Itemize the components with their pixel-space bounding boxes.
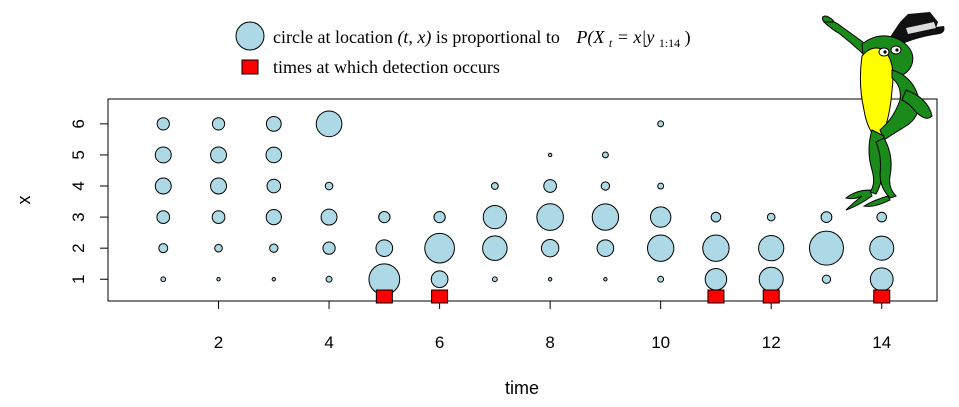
probability-bubble <box>702 234 730 262</box>
legend-circle-math-sub-range: 1:14 <box>659 36 680 50</box>
x-tick-label: 8 <box>545 333 554 352</box>
probability-bubble <box>211 210 226 224</box>
legend-circle-math-prob: P(X <box>575 27 605 48</box>
y-tick-label: 6 <box>69 119 88 128</box>
x-tick-label: 4 <box>324 333 333 352</box>
probability-bubble <box>601 151 609 159</box>
probability-bubble <box>324 181 334 191</box>
x-tick-label: 2 <box>214 333 223 352</box>
probability-bubble <box>710 211 722 223</box>
probability-bubble <box>649 206 672 228</box>
x-tick-label: 12 <box>762 333 781 352</box>
y-tick-label: 1 <box>69 275 88 284</box>
y-tick-label: 3 <box>69 212 88 221</box>
probability-bubble <box>704 267 728 291</box>
frog-illustration <box>821 12 945 211</box>
detection-marker <box>375 289 393 304</box>
probability-bubble <box>543 179 557 193</box>
x-tick-label: 14 <box>872 333 891 352</box>
probability-bubble <box>320 208 338 226</box>
y-axis-label: x <box>14 196 34 205</box>
probability-bubble <box>808 230 844 266</box>
probability-bubble <box>210 177 228 195</box>
probability-bubble <box>491 276 498 283</box>
y-tick-label: 2 <box>69 243 88 252</box>
probability-bubble <box>603 277 608 282</box>
probability-bubble <box>482 235 508 261</box>
probability-bubble <box>271 277 276 282</box>
probability-bubble <box>325 275 333 283</box>
probability-bubble <box>646 234 675 262</box>
probability-bubble <box>591 203 620 231</box>
probability-bubble <box>821 274 832 284</box>
detection-series <box>375 289 891 304</box>
plot-frame <box>107 98 938 302</box>
x-tick-label: 10 <box>651 333 670 352</box>
probability-bubble <box>322 241 336 255</box>
detection-marker <box>873 289 891 304</box>
probability-bubble <box>210 146 228 164</box>
probability-bubble <box>265 146 283 164</box>
probability-bubble <box>265 115 282 132</box>
probability-bubble <box>158 243 169 254</box>
probability-bubble <box>540 238 560 258</box>
detection-marker <box>431 289 449 304</box>
x-tick-label: 6 <box>435 333 444 352</box>
probability-bubble <box>424 232 455 264</box>
probability-bubble <box>154 177 172 195</box>
probability-bubble <box>375 239 394 257</box>
probability-bubble <box>214 243 223 253</box>
probability-bubble <box>766 212 776 222</box>
probability-bubble <box>378 210 391 224</box>
detection-marker <box>762 289 780 304</box>
y-axis: 1 2 3 4 5 6 <box>69 119 109 284</box>
x-axis-label: time <box>505 378 539 398</box>
probability-bubble <box>758 266 784 292</box>
probability-bubble <box>430 270 449 289</box>
probability-bubble <box>266 178 282 194</box>
legend-circle-text: circle at location <box>273 27 393 47</box>
probability-bubble <box>876 211 888 223</box>
probability-bubble <box>160 276 167 283</box>
probability-bubble <box>596 239 615 257</box>
probability-bubble <box>490 182 499 190</box>
legend-circle-math-location: (t, x) <box>397 27 431 48</box>
probability-bubble <box>869 267 894 292</box>
legend-circle-mid: is proportional to <box>436 27 560 47</box>
probability-bubble <box>657 120 665 128</box>
probability-bubble <box>216 277 221 282</box>
probability-bubble <box>657 182 665 190</box>
x-axis: 2 4 6 8 10 12 14 <box>214 300 891 352</box>
probability-bubble <box>820 211 833 223</box>
bubble-series <box>154 110 895 296</box>
probability-bubble <box>265 208 282 226</box>
probability-bubble <box>154 146 172 164</box>
probability-bubble <box>536 203 564 231</box>
probability-bubble <box>869 235 895 261</box>
legend-detection-symbol <box>241 59 259 75</box>
probability-bubble <box>600 181 611 191</box>
legend: circle at location (t, x) is proportiona… <box>235 21 691 77</box>
legend-circle-symbol <box>235 21 265 51</box>
probability-bubble <box>433 210 446 224</box>
probability-bubble <box>269 243 279 253</box>
probability-bubble <box>758 235 785 262</box>
probability-bubble <box>547 277 553 282</box>
probability-bubble <box>657 275 665 283</box>
probability-bubble <box>482 204 508 230</box>
detection-marker <box>707 289 725 304</box>
probability-bubble <box>156 210 171 224</box>
probability-bubble <box>315 110 343 138</box>
legend-circle-math-sub-t: t <box>609 36 613 50</box>
y-tick-label: 4 <box>69 181 88 190</box>
probability-bubble <box>156 117 170 131</box>
legend-detection-label: times at which detection occurs <box>273 57 500 77</box>
probability-bubble <box>547 152 553 158</box>
y-tick-label: 5 <box>69 150 88 159</box>
legend-circle-math-close: ) <box>685 27 691 48</box>
legend-circle-label: circle at location (t, x) is proportiona… <box>273 27 691 51</box>
probability-bubble <box>211 117 226 131</box>
legend-circle-math-eq: = x|y <box>617 27 655 47</box>
